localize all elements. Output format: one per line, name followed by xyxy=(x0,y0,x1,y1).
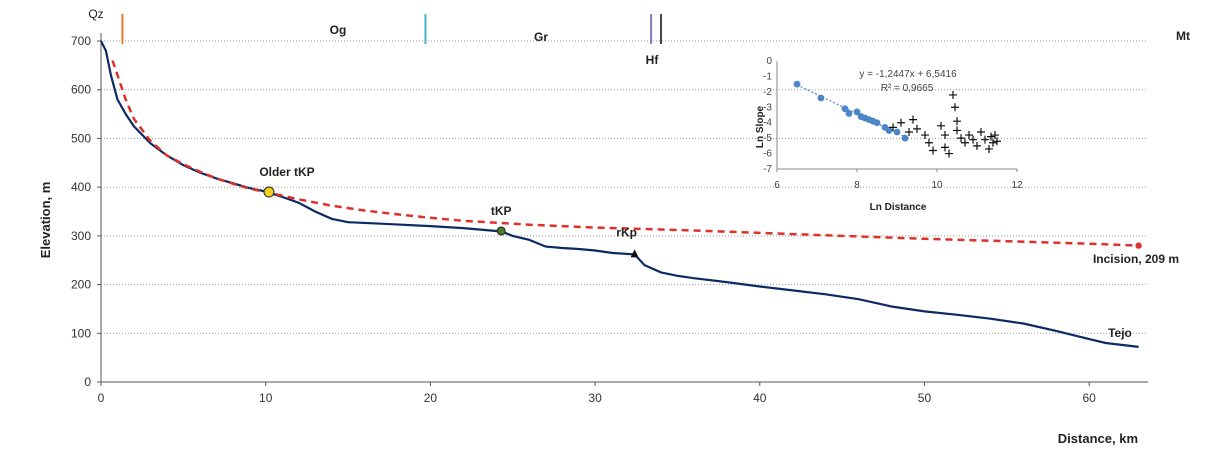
inset-x-axis-title: Ln Distance xyxy=(870,202,927,213)
inset-point-other xyxy=(937,121,945,130)
inset-point-other xyxy=(929,146,937,155)
knickpoint-label-older-tkp: Older tKP xyxy=(259,165,314,179)
x-tick-label: 30 xyxy=(588,391,602,405)
inset-r-squared: R² = 0,9665 xyxy=(881,83,934,94)
inset-point-other xyxy=(949,90,957,99)
inset-point-other xyxy=(957,134,965,143)
inset-point-other xyxy=(921,131,929,140)
inset-point-other xyxy=(985,144,993,153)
formation-band: Qz Og Gr Hf Mt xyxy=(88,7,1190,67)
inset-point-other xyxy=(991,131,999,140)
x-tick-label: 20 xyxy=(424,391,438,405)
inset-point-other xyxy=(913,124,921,133)
inset-point-fitted xyxy=(853,108,861,116)
series-layer xyxy=(100,40,1142,348)
x-tick-label: 40 xyxy=(753,391,767,405)
inset-point-other xyxy=(953,126,961,135)
knickpoint-label-rkp: rKp xyxy=(616,225,637,239)
inset-point-fitted xyxy=(793,80,801,88)
y-tick-label: 600 xyxy=(71,83,91,97)
inset-chart: 0 -1 -2 -3 -4 -5 -6 -76 8 10 12 Ln Distance Ln Slope… xyxy=(755,56,1023,213)
inset-point-fitted xyxy=(845,110,853,117)
inset-point-other xyxy=(993,137,1001,146)
marker-layer xyxy=(263,186,639,258)
y-tick-label: 0 xyxy=(84,375,91,389)
inset-y-tick-label: -2 xyxy=(763,87,772,98)
inset-x-tick-label: 8 xyxy=(854,180,860,191)
knickpoint-marker-rkp xyxy=(630,249,639,258)
inset-point-other xyxy=(905,127,913,136)
inset-point-other xyxy=(969,135,977,144)
label-layer: Older tKP tKP rKp Incision, 209 m Tejo xyxy=(259,165,1179,340)
y-tick-label: 700 xyxy=(71,34,91,48)
formation-label-gr: Gr xyxy=(534,30,548,44)
inset-point-other xyxy=(981,135,989,144)
formation-label-mt: Mt xyxy=(1176,29,1190,43)
inset-x-tick-label: 10 xyxy=(931,180,943,191)
y-tick-label: 500 xyxy=(71,131,91,145)
inset-point-other xyxy=(961,138,969,147)
y-tick-label: 300 xyxy=(71,229,91,243)
incision-label: Incision, 209 m xyxy=(1093,252,1179,266)
inset-x-tick-label: 6 xyxy=(774,180,780,191)
incision-endpoint xyxy=(1135,242,1142,249)
y-axis-title: Elevation, m xyxy=(38,182,53,259)
formation-label-og: Og xyxy=(330,23,347,37)
inset-y-tick-label: -4 xyxy=(763,118,772,129)
inset-point-fitted xyxy=(841,105,849,113)
inset-trendline xyxy=(796,84,910,140)
x-tick-label: 60 xyxy=(1083,391,1097,405)
inset-point-fitted xyxy=(893,128,901,136)
inset-point-other xyxy=(941,131,949,140)
y-tick-label: 400 xyxy=(71,180,91,194)
inset-x-tick-label: 12 xyxy=(1011,180,1023,191)
inset-point-other xyxy=(945,149,953,158)
river-label-tejo: Tejo xyxy=(1108,326,1132,340)
inset-point-other xyxy=(897,118,905,127)
x-tick-label: 50 xyxy=(918,391,932,405)
inset-point-other xyxy=(925,138,933,147)
series-line-1 xyxy=(111,60,1139,247)
inset-point-other xyxy=(989,138,997,147)
inset-point-other xyxy=(909,115,917,124)
inset-point-other xyxy=(953,117,961,126)
knickpoint-marker-older-tkp xyxy=(263,186,275,198)
x-axis-title: Distance, km xyxy=(1058,431,1138,446)
inset-point-other xyxy=(987,132,995,141)
inset-point-other xyxy=(977,127,985,136)
inset-y-tick-label: -3 xyxy=(763,102,772,113)
inset-point-other xyxy=(951,103,959,112)
x-tick-label: 0 xyxy=(98,391,105,405)
inset-point-other xyxy=(973,141,981,150)
y-tick-label: 100 xyxy=(71,326,91,340)
y-tick-label: 200 xyxy=(71,278,91,292)
inset-point-other xyxy=(965,131,973,140)
inset-y-axis-title: Ln Slope xyxy=(755,105,766,148)
inset-y-tick-label: -1 xyxy=(763,71,772,82)
x-tick-label: 10 xyxy=(259,391,273,405)
inset-point-fitted xyxy=(901,134,909,142)
grid-layer xyxy=(101,40,1148,334)
inset-y-tick-label: -7 xyxy=(763,164,772,175)
knickpoint-label-tkp: tKP xyxy=(491,204,512,218)
inset-y-tick-label: 0 xyxy=(766,56,772,67)
inset-point-fitted xyxy=(817,94,825,102)
inset-equation: y = -1,2447x + 6,5416 xyxy=(859,69,957,80)
inset-point-other xyxy=(941,143,949,152)
knickpoint-marker-tkp xyxy=(496,226,506,236)
inset-point-other xyxy=(889,123,897,132)
inset-y-tick-label: -5 xyxy=(763,133,772,144)
inset-point-fitted xyxy=(885,127,893,134)
formation-label-hf: Hf xyxy=(646,53,660,67)
formation-label-qz: Qz xyxy=(88,7,103,21)
inset-y-tick-label: -6 xyxy=(763,149,772,160)
inset-point-fitted xyxy=(873,119,881,127)
